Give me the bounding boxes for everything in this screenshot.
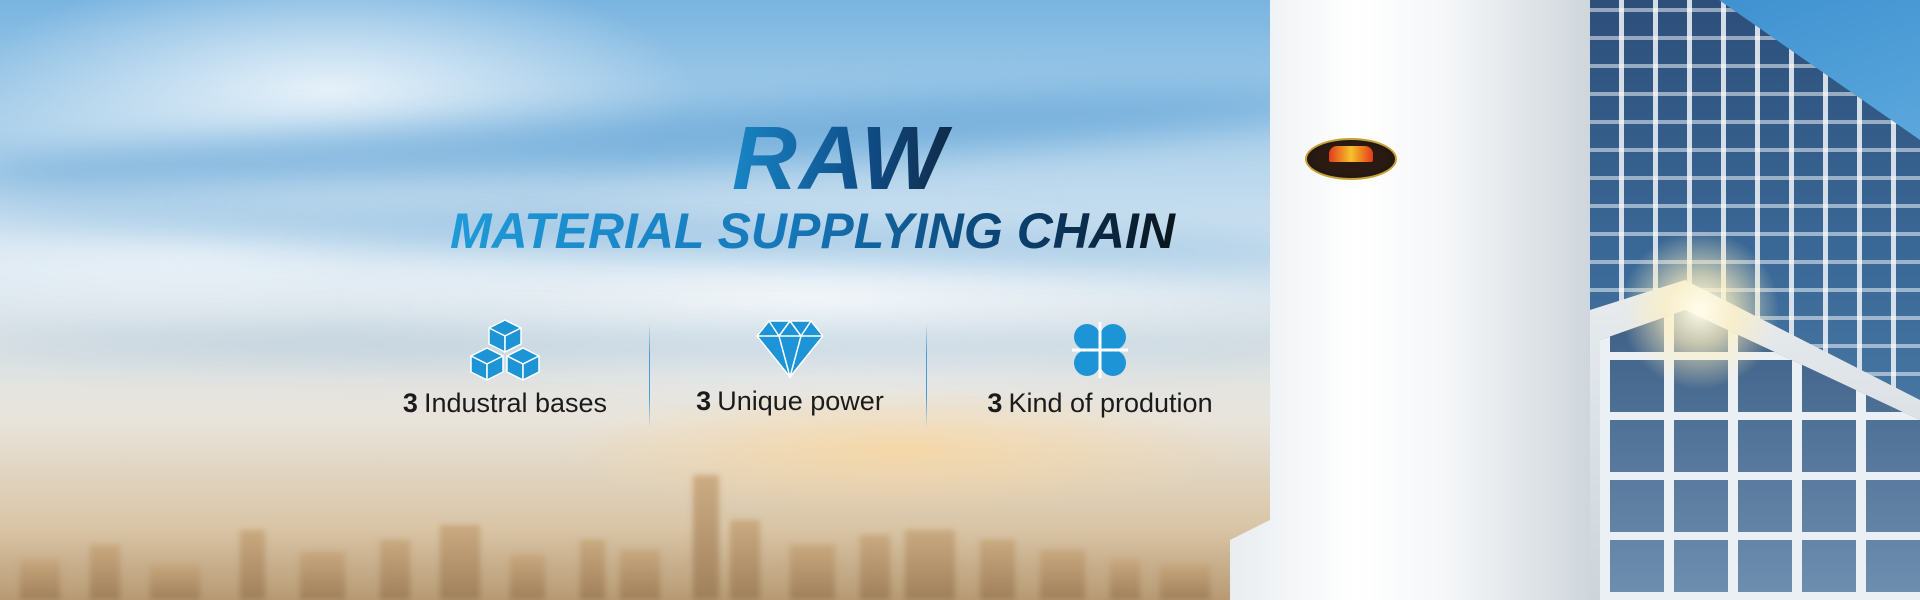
clover-icon	[1072, 322, 1128, 378]
sun-flare	[1620, 230, 1780, 390]
feature-unique-power: 3 Unique power	[670, 318, 910, 438]
feature-count: 3	[696, 386, 712, 416]
feature-count: 3	[402, 388, 418, 418]
divider	[926, 323, 927, 428]
feature-count: 3	[987, 388, 1003, 418]
feature-kind-of-production: 3 Kind of prodution	[950, 318, 1250, 438]
building-logo-badge	[1305, 138, 1397, 180]
headline-subtitle: MATERIAL SUPPLYING CHAIN	[450, 202, 1210, 260]
feature-row: 3 Industral bases 3 Unique power	[370, 318, 1250, 438]
feature-industrial-bases: 3 Industral bases	[370, 318, 640, 438]
tower-edge	[1450, 0, 1590, 600]
cloud-band	[0, 73, 1351, 207]
divider	[649, 323, 650, 428]
feature-label: Unique power	[717, 386, 884, 416]
feature-label: Industral bases	[423, 388, 608, 418]
cubes-icon	[470, 319, 540, 381]
feature-label: Kind of prodution	[1008, 388, 1213, 418]
headline-title: RAW	[710, 108, 970, 211]
diamond-icon	[756, 320, 824, 378]
city-skyline	[0, 450, 1250, 600]
